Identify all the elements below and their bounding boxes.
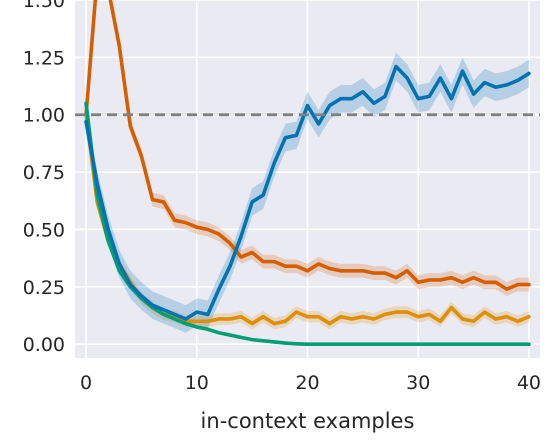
y-tick-labels: 0.00 0.25 0.50 0.75 1.00 1.25 1.50 — [23, 0, 65, 356]
y-tick-label: 0.25 — [23, 277, 65, 299]
y-tick-label: 0.00 — [23, 334, 65, 356]
series-4-line — [84, 64, 531, 321]
x-tick-label: 0 — [80, 372, 92, 394]
series-2-band — [86, 109, 529, 330]
y-tick-label: 0.50 — [23, 219, 65, 241]
x-tick-label: 10 — [185, 372, 209, 394]
x-tick-label: 40 — [517, 372, 541, 394]
x-tick-labels: 0 10 20 30 40 — [80, 372, 541, 394]
x-tick-label: 20 — [295, 372, 319, 394]
series-1-band — [86, 0, 529, 297]
series-lines — [84, 0, 531, 347]
series-3-line — [84, 101, 531, 347]
series-1-line — [84, 0, 531, 291]
y-tick-label: 1.50 — [23, 0, 65, 12]
x-axis-label: in-context examples — [201, 409, 415, 433]
y-tick-label: 1.00 — [23, 105, 65, 127]
y-tick-label: 1.25 — [23, 47, 65, 69]
x-tick-label: 30 — [406, 372, 430, 394]
y-tick-label: 0.75 — [23, 162, 65, 184]
